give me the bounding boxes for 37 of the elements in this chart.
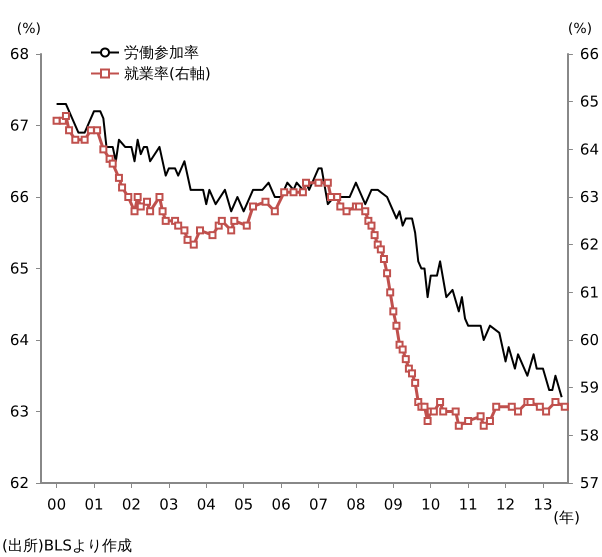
y2-tick-label: 59 <box>580 378 600 397</box>
x-tick-label: 09 <box>384 496 403 514</box>
y2-tick-label: 64 <box>580 140 600 158</box>
x-tick-label: 02 <box>122 496 141 514</box>
y-tick-label: 62 <box>10 474 29 492</box>
y-tick-label: 63 <box>10 402 29 420</box>
y2-tick-label: 61 <box>580 283 600 302</box>
y2-tick-label: 62 <box>580 236 600 254</box>
x-tick-label: 13 <box>533 496 553 514</box>
text: (出所)BLSより作成 <box>2 536 132 554</box>
x-tick-label: 05 <box>234 496 254 514</box>
y-tick-label: 66 <box>10 188 29 206</box>
y-axis-title: (%) <box>16 21 41 37</box>
x-tick-label: 03 <box>159 496 178 514</box>
x-tick-label: 07 <box>308 496 328 514</box>
x-tick-label: 00 <box>47 496 66 514</box>
x-tick-label: 08 <box>346 496 366 514</box>
y-tick-label: 68 <box>10 45 29 63</box>
legend-label: 労働参加率 <box>124 44 199 62</box>
x-tick-label: 04 <box>196 496 216 514</box>
x-axis-title: (年) <box>553 508 580 526</box>
x-tick-label: 11 <box>458 496 478 514</box>
legend-label: 就業率(右軸) <box>124 64 211 82</box>
x-tick-label: 01 <box>84 496 104 514</box>
y-tick-label: 65 <box>10 260 29 278</box>
y2-tick-label: 60 <box>580 331 600 349</box>
y2-tick-label: 65 <box>580 92 600 111</box>
y2-tick-label: 57 <box>580 474 600 492</box>
y2-tick-label: 63 <box>580 188 600 206</box>
x-tick-label: 06 <box>272 496 291 514</box>
y-tick-label: 67 <box>10 116 29 134</box>
y2-tick-label: 66 <box>580 45 600 63</box>
y2-axis-title: (%) <box>568 21 592 37</box>
y-tick-label: 64 <box>10 331 29 349</box>
y2-tick-label: 58 <box>580 426 600 444</box>
x-tick-label: 10 <box>421 496 440 514</box>
x-tick-label: 12 <box>496 496 516 514</box>
